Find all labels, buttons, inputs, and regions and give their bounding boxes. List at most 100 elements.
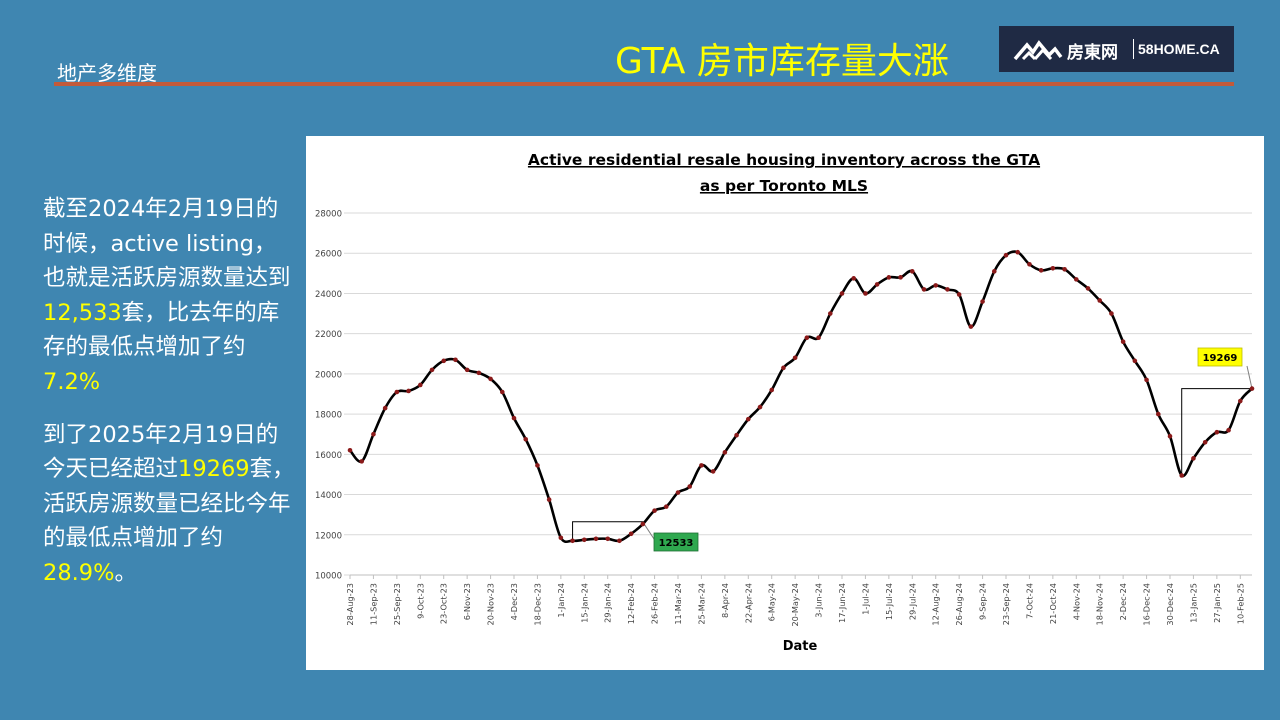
summary-paragraph-2025: 到了2025年2月19日的今天已经超过19269套，活跃房源数量已经比今年的最低…: [43, 418, 298, 591]
data-point: [1120, 339, 1126, 345]
x-tick-label: 4-Dec-23: [509, 583, 519, 620]
data-point: [933, 283, 939, 288]
highlight-figure: 12,533: [43, 299, 122, 326]
data-point: [570, 538, 575, 544]
data-point: [1191, 456, 1196, 461]
data-point: [1015, 249, 1021, 255]
x-tick-label: 18-Nov-24: [1095, 583, 1105, 626]
brand-logo[interactable]: 房東网 58HOME.CA: [999, 26, 1234, 72]
data-point: [1003, 252, 1009, 258]
x-tick-label: 9-Sep-24: [978, 583, 988, 620]
data-point: [804, 335, 810, 340]
data-point: [1237, 398, 1243, 404]
chart-title-line2: as per Toronto MLS: [700, 177, 868, 195]
annotation-box-12533: [653, 532, 699, 552]
data-point: [535, 463, 540, 468]
x-tick-label: 9-Oct-23: [415, 583, 425, 619]
data-point: [734, 432, 739, 438]
data-point: [886, 275, 892, 280]
data-point: [1050, 266, 1056, 271]
annotation-box-19269: [1197, 347, 1243, 367]
data-point: [1202, 439, 1208, 445]
x-tick-label: 2-Dec-24: [1118, 583, 1128, 620]
x-tick-label: 28-Aug-23: [345, 583, 355, 626]
data-point: [523, 436, 529, 442]
data-point: [851, 276, 857, 281]
data-point: [1062, 267, 1067, 272]
x-tick-label: 12-Feb-24: [626, 583, 636, 624]
brand-site: 58HOME.CA: [1138, 41, 1220, 57]
summary-text: 截至2024年2月19日的时候，active listing，也就是活跃房源数量…: [43, 192, 298, 591]
y-tick-label: 18000: [315, 411, 342, 421]
x-tick-label: 4-Nov-24: [1071, 583, 1081, 620]
data-point: [956, 292, 962, 297]
data-point: [581, 537, 587, 543]
data-point: [394, 389, 400, 395]
annotation-label-12533: 12533: [659, 538, 694, 549]
data-point: [488, 376, 493, 382]
data-point: [687, 484, 693, 489]
data-point: [1214, 429, 1220, 435]
data-point: [1249, 386, 1255, 391]
data-point: [898, 275, 903, 280]
data-point: [874, 282, 880, 287]
x-tick-label: 30-Dec-24: [1165, 583, 1175, 626]
summary-text-run: 截至2024年2月19日的时候，active listing，也就是活跃房源数量…: [43, 196, 291, 292]
x-tick-label: 20-Nov-23: [486, 583, 496, 626]
x-tick-label: 11-Sep-23: [368, 583, 378, 625]
house-logo-icon: [1013, 40, 1063, 61]
data-point: [699, 463, 704, 468]
x-tick-label: 6-May-24: [767, 583, 777, 621]
x-tick-label: 3-Jun-24: [814, 583, 824, 618]
x-tick-label: 16-Dec-24: [1142, 583, 1152, 626]
data-point: [1167, 433, 1173, 439]
data-point: [511, 415, 517, 421]
summary-text-run: 套，活跃房源数量已经比今年的最低点增加了约: [43, 456, 295, 552]
data-point: [441, 358, 447, 364]
x-tick-label: 13-Jan-25: [1188, 583, 1198, 623]
data-point: [1073, 277, 1079, 282]
x-tick-label: 18-Dec-23: [532, 583, 542, 626]
data-point: [499, 389, 505, 395]
data-point: [453, 357, 458, 363]
data-point: [675, 490, 681, 495]
x-tick-label: 15-Jan-24: [579, 583, 589, 623]
annotation-label-19269: 19269: [1203, 353, 1238, 364]
data-point: [827, 311, 833, 316]
x-tick-label: 29-Jan-24: [603, 583, 613, 623]
x-tick-label: 12-Aug-24: [931, 583, 941, 626]
x-tick-label: 26-Aug-24: [954, 583, 964, 626]
annotation-leader-19269: [1246, 365, 1253, 389]
data-point: [980, 299, 985, 304]
data-point: [945, 287, 950, 292]
data-point: [546, 497, 552, 502]
data-point: [1027, 261, 1032, 267]
x-tick-label: 1-Jul-24: [860, 583, 870, 615]
summary-paragraph-2024: 截至2024年2月19日的时候，active listing，也就是活跃房源数量…: [43, 192, 298, 400]
data-point: [1179, 473, 1185, 478]
data-point: [1144, 377, 1149, 383]
data-point: [359, 459, 365, 464]
y-tick-label: 22000: [315, 330, 342, 340]
highlight-figure: 19269: [178, 456, 250, 483]
data-point: [558, 535, 564, 541]
inventory-chart: Active residential resale housing invent…: [306, 136, 1264, 670]
y-tick-label: 10000: [315, 572, 342, 582]
x-tick-label: 23-Oct-23: [439, 583, 449, 624]
y-tick-label: 16000: [315, 451, 342, 461]
summary-text-run: 套，比去年的库存的最低点增加了约: [43, 299, 280, 361]
x-tick-label: 10-Feb-25: [1235, 583, 1245, 624]
data-point: [745, 416, 751, 422]
data-point: [839, 291, 845, 296]
x-tick-label: 21-Oct-24: [1048, 583, 1058, 624]
data-point: [921, 287, 927, 292]
y-tick-label: 26000: [315, 250, 342, 260]
x-tick-label: 25-Mar-24: [696, 583, 706, 625]
highlight-figure: 28.9%: [43, 559, 115, 586]
data-point: [710, 469, 716, 474]
page-title: GTA 房市库存量大涨: [615, 41, 949, 82]
x-tick-label: 8-Apr-24: [720, 583, 730, 618]
annotation-bracket-19269: [1181, 388, 1252, 476]
inventory-chart-svg: Active residential resale housing invent…: [315, 151, 1255, 654]
y-tick-label: 14000: [315, 491, 342, 501]
